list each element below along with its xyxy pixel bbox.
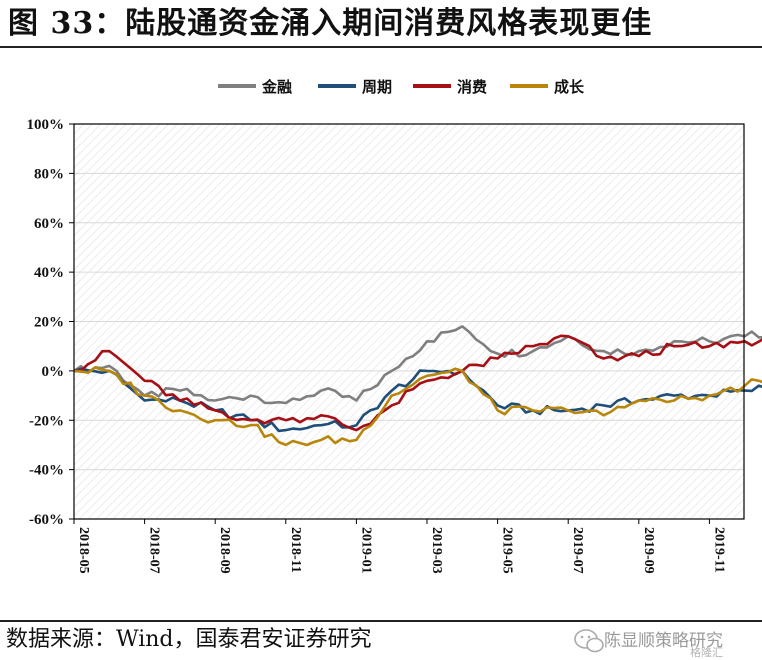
page-title: 图 33：陆股通资金涌入期间消费风格表现更佳 [8,6,653,41]
y-tick-label: 100% [27,117,65,133]
y-axis-ticks: -60% -40% -20% 0% 20% 40% 60% 80% 100% [27,117,74,528]
legend-label: 成长 [554,78,585,96]
x-tick-label: 2019-11 [711,527,726,573]
legend-label: 周期 [362,78,392,96]
x-tick-label: 2018-11 [288,527,303,573]
series-line-4 [73,366,762,447]
x-tick-label: 2019-09 [641,527,656,574]
legend-label: 消费 [457,78,487,96]
x-tick-label: 2018-07 [147,527,162,574]
y-tick-label: 0% [42,364,65,380]
y-tick-label: 80% [34,166,64,182]
source-note: 数据来源：Wind，国泰君安证券研究 [6,627,372,652]
title-divider [0,46,762,48]
source-divider [0,620,762,622]
watermark-text: 陈显顺策略研究 [604,631,723,651]
watermark-subtext: 格隆汇 [690,646,723,659]
x-tick-label: 2018-09 [217,527,232,574]
chart: -60%-40%-20%0%20%40%60%80%100% 2018-05 20… [27,78,762,574]
series-line-3 [73,334,762,432]
y-tick-label: 20% [34,315,64,331]
series-line-1 [73,325,762,405]
x-tick-label: 2019-05 [500,527,515,574]
x-axis-ticks: 2018-05 2018-07 2018-09 2018-11 2019-01 2019-… [73,519,726,574]
wechat-icon [574,629,604,653]
x-tick-label: 2019-07 [570,527,585,574]
x-tick-label: 2018-05 [76,527,91,574]
x-tick-label: 2019-03 [429,527,444,574]
series-line-2 [73,367,762,433]
series-lines [73,325,762,447]
x-tick-label: 2019-01 [358,527,373,574]
legend-label: 金融 [261,78,292,96]
y-tick-label: 40% [34,265,64,281]
y-tick-label: 60% [34,216,64,232]
y-tick-label: -60% [29,512,64,528]
legend: 金融 周期 消费 成长 [218,78,585,96]
y-tick-label: -40% [29,463,64,479]
y-tick-label: -20% [29,413,64,429]
